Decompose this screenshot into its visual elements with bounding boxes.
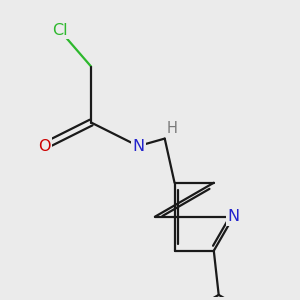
- Text: H: H: [166, 121, 177, 136]
- Text: N: N: [227, 209, 239, 224]
- Text: N: N: [132, 139, 144, 154]
- Text: Cl: Cl: [52, 23, 68, 38]
- Text: O: O: [38, 139, 50, 154]
